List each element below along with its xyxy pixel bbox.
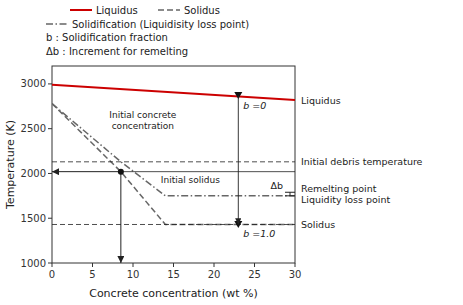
x-tick-label: 30	[289, 269, 302, 280]
x-tick	[214, 263, 215, 267]
annotation-text: Initial concreteconcentration	[109, 110, 176, 131]
y-tick-label: 1000	[21, 258, 46, 269]
annotation-text: Δb	[270, 180, 283, 191]
side-label: Initial debris temperature	[301, 156, 423, 167]
x-axis-label: Concrete concentration (wt %)	[89, 287, 258, 300]
point-marker	[118, 169, 124, 175]
x-tick-label: 20	[208, 269, 221, 280]
x-tick	[254, 263, 255, 267]
side-label: Liquidity loss point	[301, 194, 391, 205]
annotation-text: Initial solidus	[161, 175, 220, 185]
legend-swatch	[70, 9, 92, 11]
y-tick-label: 3000	[21, 78, 46, 89]
annotation-text: b =1.0	[243, 228, 275, 239]
side-label: Remelting point	[301, 183, 377, 194]
y-tick	[48, 218, 52, 219]
bracket	[290, 192, 291, 196]
legend-label: Solidification (Liquidisity loss point)	[72, 19, 249, 30]
arrow	[238, 96, 239, 225]
y-tick	[48, 128, 52, 129]
annotation-text: b =0	[243, 100, 266, 111]
x-tick	[295, 263, 296, 267]
reference-line	[52, 161, 295, 162]
legend-label: Solidus	[184, 5, 220, 16]
y-tick	[48, 263, 52, 264]
text-line: Initial concrete	[109, 110, 176, 120]
text-line: concentration	[112, 121, 174, 131]
x-tick-label: 10	[127, 269, 140, 280]
x-tick-label: 0	[49, 269, 55, 280]
x-tick	[52, 263, 53, 267]
series-line	[52, 85, 295, 100]
side-label: Liquidus	[301, 95, 341, 106]
y-tick-label: 2500	[21, 123, 46, 134]
legend-label: Liquidus	[96, 5, 138, 16]
x-tick-label: 15	[167, 269, 180, 280]
series-line	[52, 104, 295, 196]
x-tick	[133, 263, 134, 267]
series-line	[52, 104, 295, 225]
reference-line	[121, 171, 295, 172]
y-tick-label: 1500	[21, 213, 46, 224]
reference-line	[52, 224, 295, 225]
arrow	[52, 171, 121, 172]
y-tick	[48, 173, 52, 174]
plot-area	[52, 85, 295, 263]
legend: Liquidus Solidus Solidification (Liquidisi…	[46, 5, 249, 58]
legend-swatch	[158, 9, 180, 11]
note: b : Solidification fraction	[46, 32, 168, 43]
y-axis-label: Temperature (K)	[4, 120, 17, 210]
x-tick-label: 25	[248, 269, 261, 280]
chart: 0 5 10 15 20 25 30 1000 1500 2000 2500 3000 Concrete…	[0, 0, 463, 305]
legend-swatch	[46, 23, 68, 25]
x-tick	[173, 263, 174, 267]
y-tick	[48, 83, 52, 84]
y-tick-label: 2000	[21, 168, 46, 179]
plot-frame	[52, 66, 295, 263]
x-tick	[92, 263, 93, 267]
x-tick-label: 5	[89, 269, 95, 280]
arrow	[120, 172, 121, 263]
note: Δb : Increment for remelting	[46, 46, 188, 57]
annotation-texts: Initial concreteconcentration Initial sol…	[109, 100, 283, 240]
side-label: Solidus	[301, 219, 335, 230]
